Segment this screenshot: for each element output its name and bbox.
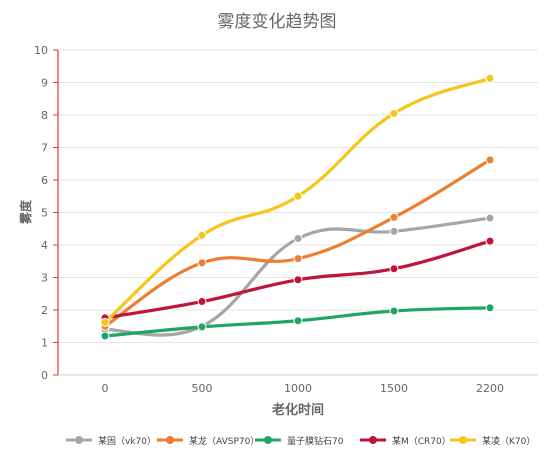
data-point xyxy=(100,317,110,327)
series-line xyxy=(103,158,492,328)
y-tick-label: 3 xyxy=(41,272,48,285)
data-point xyxy=(293,316,303,326)
gridlines xyxy=(58,49,538,343)
data-point xyxy=(485,73,495,83)
y-tick-label: 9 xyxy=(41,77,48,90)
chart-title: 雾度变化趋势图 xyxy=(218,12,337,32)
y-tick-label: 0 xyxy=(41,369,48,382)
legend-label: 某固（vk70） xyxy=(98,436,156,447)
data-point xyxy=(485,213,495,223)
data-point xyxy=(197,322,207,332)
y-tick-label: 2 xyxy=(41,304,48,317)
legend-label: 某凌（K70） xyxy=(482,435,535,447)
data-point xyxy=(100,331,110,341)
legend-item: 某固（vk70） xyxy=(66,436,156,447)
data-point xyxy=(485,303,495,313)
legend-swatch-dot xyxy=(369,436,377,444)
y-tick-label: 6 xyxy=(41,174,48,187)
data-point xyxy=(293,234,303,243)
data-point xyxy=(197,297,207,307)
legend-swatch-dot xyxy=(75,436,83,444)
y-tick-label: 10 xyxy=(34,44,48,57)
x-axis: 0 500 1000 1500 2200 xyxy=(58,374,538,395)
legend-item: 量子膜钻石70 xyxy=(255,435,344,447)
data-point xyxy=(293,191,303,201)
x-tick-label: 1000 xyxy=(284,382,312,395)
data-point xyxy=(485,236,495,246)
x-tick-label: 2200 xyxy=(476,382,504,395)
data-point xyxy=(389,212,399,222)
data-point xyxy=(389,264,399,274)
legend-item: 某龙（AVSP70） xyxy=(157,435,259,447)
legend-swatch-dot xyxy=(459,436,467,444)
legend-item: 某凌（K70） xyxy=(450,435,535,447)
x-tick-label: 500 xyxy=(192,382,213,395)
data-point xyxy=(197,258,207,268)
y-tick-label: 4 xyxy=(41,239,48,252)
legend-item: 某M（CR70） xyxy=(360,436,451,447)
legend: 某固（vk70） 某龙（AVSP70） 量子膜钻石70 某M（CR70） 某凌（K70） xyxy=(66,435,535,447)
x-axis-label: 老化时间 xyxy=(271,402,324,418)
y-tick-label: 1 xyxy=(41,337,48,350)
y-axis-label: 雾度 xyxy=(18,199,33,225)
legend-swatch-dot xyxy=(166,436,174,444)
x-tick-label: 0 xyxy=(102,382,109,395)
legend-label: 某M（CR70） xyxy=(392,436,451,447)
data-point xyxy=(197,230,207,240)
data-point xyxy=(389,226,399,236)
data-point xyxy=(293,275,303,285)
series-group xyxy=(100,73,495,341)
y-tick-label: 8 xyxy=(41,109,48,122)
data-point xyxy=(389,306,399,316)
y-axis: 0 1 2 3 4 5 6 7 8 9 10 xyxy=(34,44,59,382)
y-tick-label: 5 xyxy=(41,207,48,220)
data-point xyxy=(485,155,495,165)
data-point xyxy=(293,254,303,264)
legend-label: 量子膜钻石70 xyxy=(287,435,344,447)
data-point xyxy=(389,108,399,118)
legend-label: 某龙（AVSP70） xyxy=(189,435,259,447)
x-tick-label: 1500 xyxy=(380,382,408,395)
legend-swatch-dot xyxy=(264,436,272,444)
y-tick-label: 7 xyxy=(41,142,48,155)
